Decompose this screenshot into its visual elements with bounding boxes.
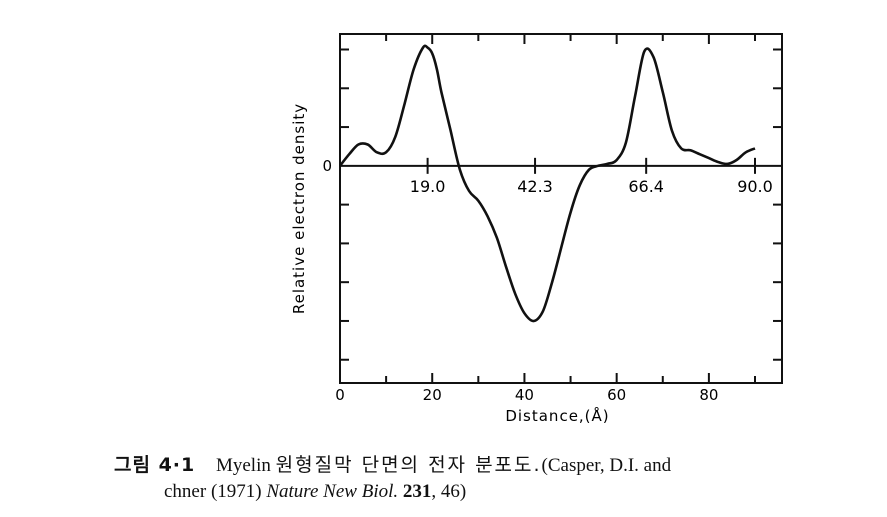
x-tick-label: 40 [515,386,534,404]
plot-frame [339,33,783,384]
caption-title-en: Myelin [215,455,271,476]
x-tick-label: 20 [423,386,442,404]
caption-reference-1: (Casper, D.I. and [541,455,672,476]
caption-line-2: chner (1971) Nature New Biol. 231, 46) [114,479,887,505]
caption-title-ko: 원형질막 단면의 전자 분포도. [275,454,542,476]
peak-label: 90.0 [737,177,773,196]
journal-name: Nature New Biol. [266,481,399,502]
figure-caption: 그림 4·1 Myelin 원형질막 단면의 전자 분포도.(Casper, D… [114,452,887,505]
x-axis-label: Distance,(Å) [505,406,609,425]
peak-label: 66.4 [628,177,664,196]
x-tick-label: 60 [607,386,626,404]
peak-label: 19.0 [410,177,446,196]
peak-label: 42.3 [517,177,553,196]
journal-pages: , 46) [431,481,467,502]
x-ticks: 0 20 40 60 80 [335,34,756,404]
y-ticks [340,48,782,361]
electron-density-chart: 0 20 40 60 80 19.0 42.3 66.4 90.0 0 Relative el… [290,33,783,425]
journal-volume: 231 [402,481,432,502]
figure-label: 그림 4·1 [114,454,196,476]
caption-reference-2: chner (1971) [164,481,267,502]
x-tick-label: 80 [699,386,718,404]
peak-labels: 19.0 42.3 66.4 90.0 [410,157,773,196]
y-zero-label: 0 [322,157,332,175]
x-tick-label: 0 [335,386,345,404]
y-axis-label: Relative electron density [290,103,308,314]
caption-line-1: 그림 4·1 Myelin 원형질막 단면의 전자 분포도.(Casper, D… [114,452,887,479]
density-curve [338,44,756,323]
